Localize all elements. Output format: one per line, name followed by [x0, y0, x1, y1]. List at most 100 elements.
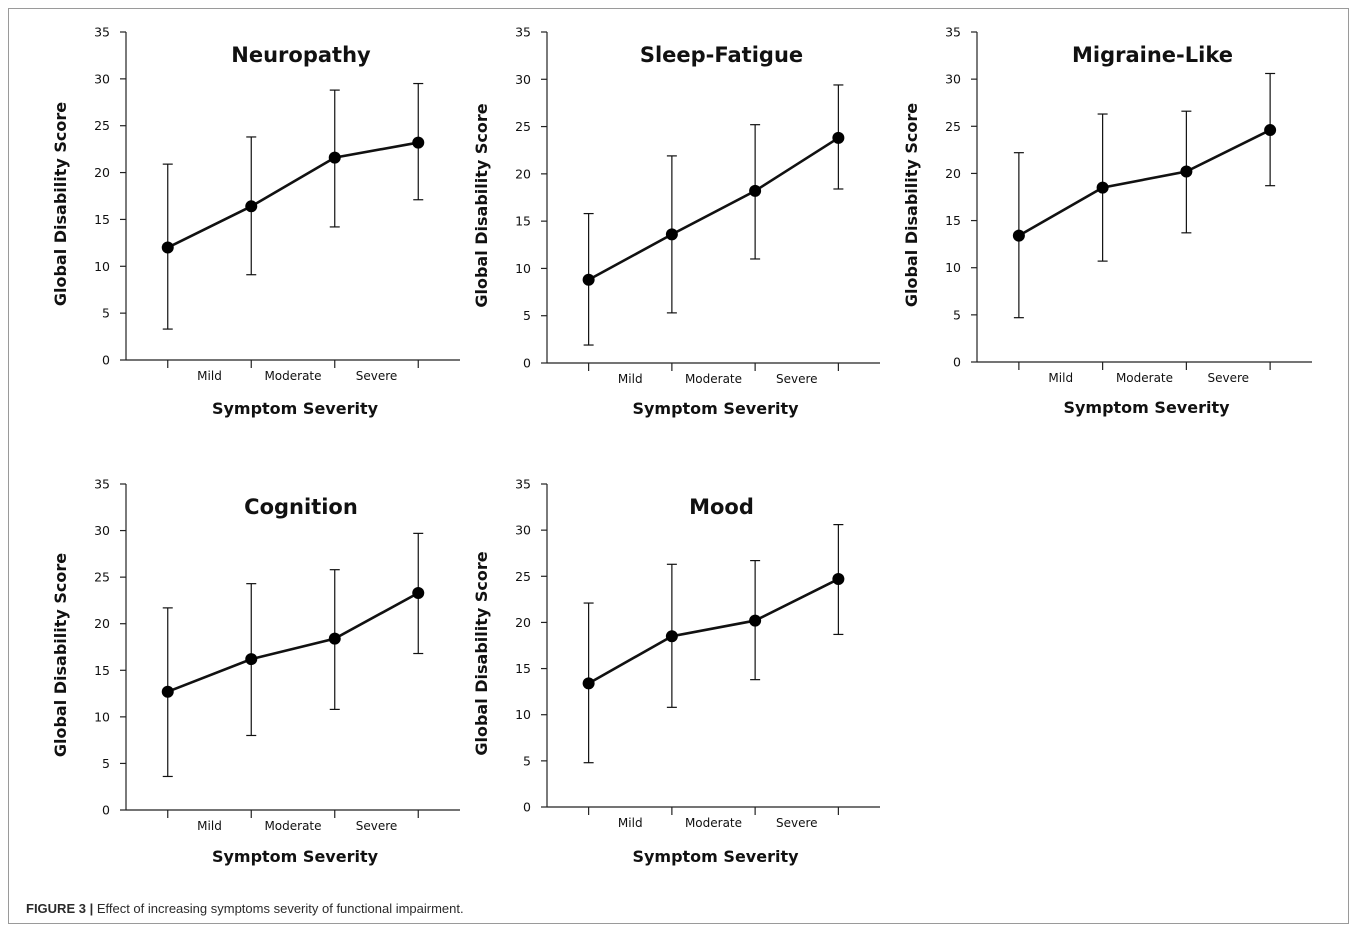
y-tick-label: 35 [94, 477, 110, 492]
data-point [1012, 229, 1025, 242]
data-point [665, 630, 678, 643]
y-tick-label: 25 [945, 119, 961, 134]
y-tick-label: 30 [515, 523, 531, 538]
x-category-label: Mild [1048, 371, 1073, 385]
data-point [832, 131, 845, 144]
caption-text: Effect of increasing symptoms severity o… [93, 901, 464, 916]
data-point [412, 136, 425, 149]
y-tick-label: 5 [102, 306, 110, 321]
y-tick-label: 0 [102, 353, 110, 368]
x-category-label: Severe [776, 816, 818, 830]
y-axis-title: Global Disability Score [472, 551, 491, 755]
x-axis-title: Symptom Severity [632, 847, 799, 866]
y-tick-label: 30 [94, 71, 110, 86]
y-tick-label: 35 [515, 477, 531, 492]
data-point [749, 614, 762, 627]
chart-panel-2: 0 5 10 15 20 25 30 35 Mild Moderate Severe Sleep-Fa… [472, 25, 880, 418]
series-line [587, 577, 839, 685]
figure-caption: FIGURE 3 | Effect of increasing symptoms… [26, 901, 464, 916]
data-point [161, 685, 174, 698]
y-tick-label: 30 [515, 72, 531, 87]
y-tick-label: 35 [945, 25, 961, 40]
caption-label: FIGURE 3 | [26, 901, 94, 916]
data-point [328, 632, 341, 645]
y-tick-label: 20 [515, 166, 531, 181]
y-tick-label: 5 [523, 753, 531, 768]
y-tick-label: 15 [515, 661, 531, 676]
y-tick-label: 0 [523, 356, 531, 371]
y-tick-label: 35 [94, 25, 110, 40]
x-category-label: Severe [776, 372, 818, 386]
chart-panel-4: 0 5 10 15 20 25 30 35 Mild Moderate Severe Cognitio… [51, 477, 460, 866]
y-tick-label: 35 [515, 25, 531, 40]
y-axis-title: Global Disability Score [902, 103, 921, 307]
y-axis-title: Global Disability Score [472, 103, 491, 307]
y-tick-label: 10 [515, 261, 531, 276]
y-tick-label: 30 [945, 72, 961, 87]
series-line [167, 591, 419, 693]
panel-title: Neuropathy [231, 43, 371, 67]
data-point [245, 200, 258, 213]
y-axis-title: Global Disability Score [51, 102, 70, 306]
panel-title: Mood [689, 495, 754, 519]
data-point [1180, 165, 1193, 178]
y-tick-label: 5 [102, 756, 110, 771]
x-axis-title: Symptom Severity [212, 399, 379, 418]
x-category-label: Moderate [685, 372, 742, 386]
data-point [1096, 181, 1109, 194]
y-tick-label: 10 [94, 259, 110, 274]
y-tick-label: 25 [515, 119, 531, 134]
y-tick-label: 10 [515, 707, 531, 722]
data-point [161, 241, 174, 254]
y-tick-label: 0 [102, 803, 110, 818]
x-category-label: Mild [618, 816, 643, 830]
panel-title: Sleep-Fatigue [640, 43, 803, 67]
x-category-label: Moderate [264, 369, 321, 383]
series-line [1018, 128, 1271, 237]
data-point [328, 151, 341, 164]
y-tick-label: 25 [515, 569, 531, 584]
x-category-label: Severe [1207, 371, 1249, 385]
y-tick-label: 20 [945, 166, 961, 181]
data-point [582, 273, 595, 286]
y-tick-label: 20 [94, 165, 110, 180]
x-axis-title: Symptom Severity [1063, 398, 1230, 417]
y-tick-label: 30 [94, 523, 110, 538]
y-tick-label: 20 [515, 615, 531, 630]
y-tick-label: 5 [953, 307, 961, 322]
data-point [1264, 124, 1277, 137]
y-axis-title: Global Disability Score [51, 553, 70, 757]
x-axis-title: Symptom Severity [632, 399, 799, 418]
y-tick-label: 15 [515, 214, 531, 229]
x-category-label: Moderate [685, 816, 742, 830]
y-tick-label: 0 [953, 355, 961, 370]
series-line [588, 136, 840, 281]
y-tick-label: 25 [94, 570, 110, 585]
y-tick-label: 15 [94, 663, 110, 678]
y-tick-label: 15 [94, 212, 110, 227]
chart-panel-1: 0 5 10 15 20 25 30 35 Mild Moderate Severe Neuropat… [51, 25, 460, 418]
data-point [832, 573, 845, 586]
panel-title: Migraine-Like [1072, 43, 1233, 67]
chart-panel-3: 0 5 10 15 20 25 30 35 Mild Moderate Severe Migraine… [902, 25, 1312, 417]
y-tick-label: 15 [945, 213, 961, 228]
x-category-label: Mild [197, 369, 222, 383]
x-category-label: Mild [618, 372, 643, 386]
figure-frame [8, 8, 1349, 924]
data-point [245, 653, 258, 666]
series-line [167, 141, 419, 249]
x-axis-title: Symptom Severity [212, 847, 379, 866]
x-category-label: Moderate [1116, 371, 1173, 385]
x-category-label: Mild [197, 819, 222, 833]
data-point [582, 677, 595, 690]
y-tick-label: 20 [94, 616, 110, 631]
panel-title: Cognition [244, 495, 358, 519]
data-point [412, 586, 425, 599]
x-category-label: Severe [356, 819, 398, 833]
y-tick-label: 0 [523, 800, 531, 815]
y-tick-label: 10 [945, 260, 961, 275]
y-tick-label: 5 [523, 308, 531, 323]
x-category-label: Moderate [264, 819, 321, 833]
data-point [749, 184, 762, 197]
